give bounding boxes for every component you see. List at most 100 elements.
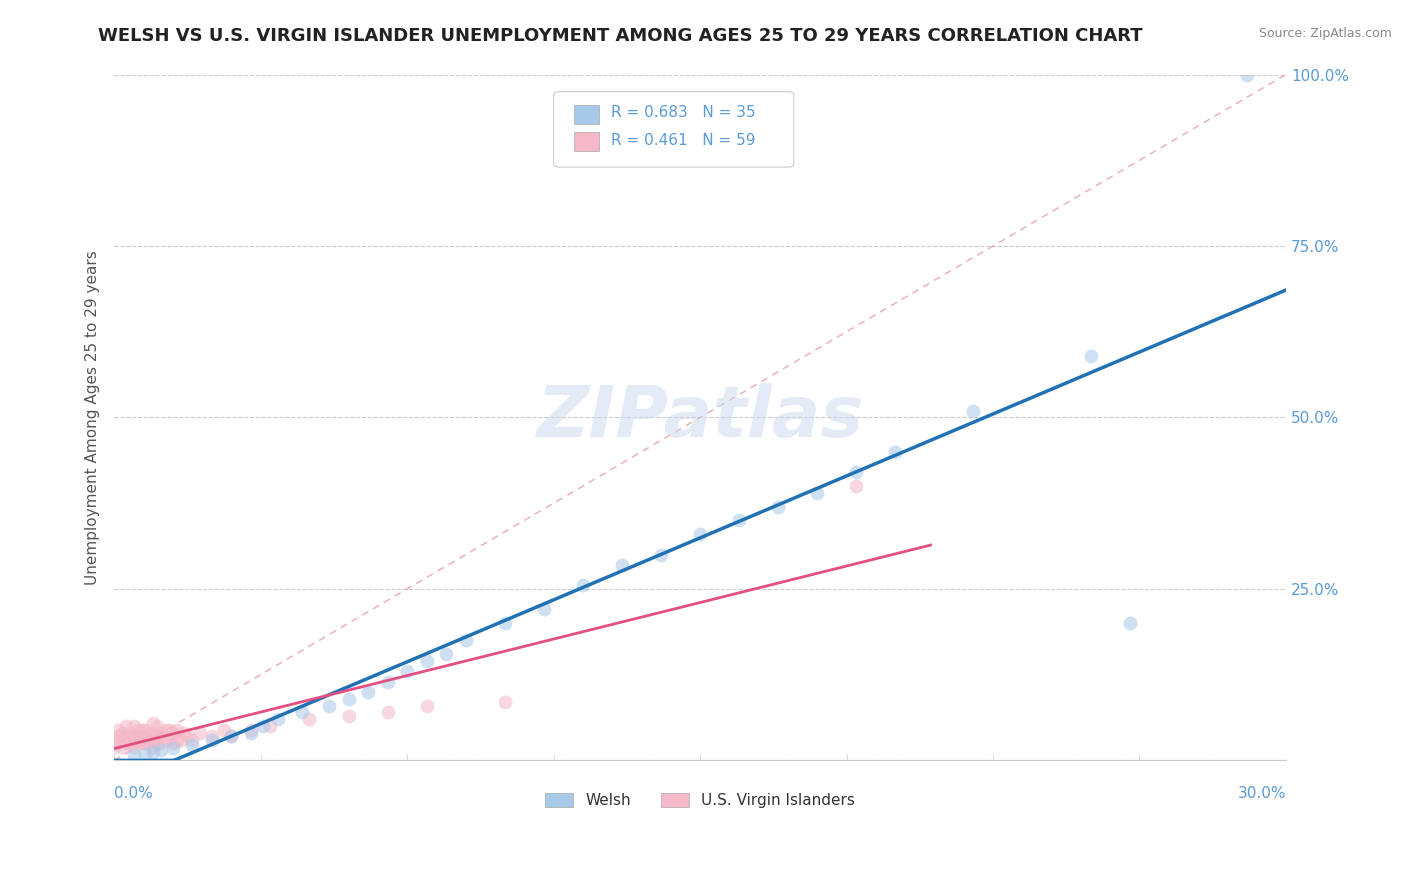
- Point: [142, 745, 165, 759]
- Point: [396, 664, 419, 678]
- Point: [173, 726, 195, 740]
- Point: [157, 723, 180, 737]
- Point: [138, 736, 160, 750]
- Point: [298, 712, 321, 726]
- Point: [181, 732, 204, 747]
- Point: [845, 479, 868, 493]
- Point: [115, 736, 138, 750]
- Point: [181, 739, 204, 753]
- Point: [1236, 68, 1258, 82]
- Point: [337, 708, 360, 723]
- Text: R = 0.683   N = 35: R = 0.683 N = 35: [612, 105, 755, 120]
- Point: [494, 616, 516, 631]
- Point: [494, 695, 516, 709]
- Point: [142, 732, 165, 747]
- Point: [115, 719, 138, 733]
- Point: [127, 730, 149, 744]
- Text: 0.0%: 0.0%: [114, 786, 153, 801]
- Point: [103, 739, 125, 754]
- Point: [806, 486, 828, 500]
- Point: [122, 730, 145, 744]
- Point: [157, 732, 180, 747]
- Point: [162, 736, 184, 750]
- Point: [131, 730, 153, 744]
- Point: [122, 747, 145, 762]
- Point: [239, 723, 262, 737]
- Point: [572, 578, 595, 592]
- Point: [1119, 616, 1142, 631]
- Point: [1080, 349, 1102, 363]
- Point: [142, 715, 165, 730]
- Point: [107, 736, 129, 750]
- Point: [650, 548, 672, 562]
- Point: [221, 730, 243, 744]
- Point: [766, 500, 789, 514]
- Point: [162, 741, 184, 756]
- Point: [162, 726, 184, 740]
- Point: [142, 726, 165, 740]
- Point: [291, 706, 314, 720]
- Point: [150, 736, 173, 750]
- Point: [103, 732, 125, 747]
- Point: [146, 736, 169, 750]
- Text: Source: ZipAtlas.com: Source: ZipAtlas.com: [1258, 27, 1392, 40]
- Text: ZIPatlas: ZIPatlas: [536, 383, 863, 452]
- Point: [146, 719, 169, 733]
- Point: [107, 723, 129, 737]
- Point: [239, 726, 262, 740]
- Point: [138, 726, 160, 740]
- Point: [118, 736, 141, 750]
- Point: [166, 723, 188, 737]
- Point: [134, 730, 156, 744]
- Point: [267, 712, 290, 726]
- Point: [188, 726, 211, 740]
- Point: [610, 558, 633, 572]
- Point: [212, 723, 235, 737]
- Point: [962, 403, 984, 417]
- Point: [377, 706, 399, 720]
- Point: [127, 723, 149, 737]
- FancyBboxPatch shape: [554, 92, 794, 167]
- Point: [111, 726, 134, 740]
- Point: [177, 730, 200, 744]
- Point: [134, 747, 156, 761]
- Point: [845, 466, 868, 480]
- Point: [318, 698, 340, 713]
- Point: [434, 647, 457, 661]
- Point: [150, 743, 173, 757]
- Point: [153, 732, 176, 747]
- Point: [259, 719, 281, 733]
- Point: [134, 736, 156, 750]
- Text: WELSH VS U.S. VIRGIN ISLANDER UNEMPLOYMENT AMONG AGES 25 TO 29 YEARS CORRELATION: WELSH VS U.S. VIRGIN ISLANDER UNEMPLOYME…: [98, 27, 1143, 45]
- Point: [127, 736, 149, 750]
- Point: [201, 732, 224, 747]
- Point: [107, 730, 129, 744]
- Text: R = 0.461   N = 59: R = 0.461 N = 59: [612, 133, 755, 148]
- Point: [122, 719, 145, 733]
- Legend: Welsh, U.S. Virgin Islanders: Welsh, U.S. Virgin Islanders: [540, 787, 860, 814]
- Point: [221, 730, 243, 744]
- Point: [150, 726, 173, 740]
- Point: [131, 723, 153, 737]
- Point: [454, 633, 477, 648]
- Point: [142, 739, 165, 754]
- Point: [533, 602, 555, 616]
- Point: [252, 719, 274, 733]
- Point: [134, 723, 156, 737]
- Point: [689, 527, 711, 541]
- Point: [337, 691, 360, 706]
- Point: [377, 674, 399, 689]
- Point: [415, 698, 437, 713]
- Point: [153, 723, 176, 737]
- Point: [884, 444, 907, 458]
- Point: [111, 739, 134, 754]
- Point: [118, 726, 141, 740]
- Point: [146, 730, 169, 744]
- Point: [357, 685, 380, 699]
- Bar: [574, 132, 599, 152]
- Y-axis label: Unemployment Among Ages 25 to 29 years: Unemployment Among Ages 25 to 29 years: [86, 250, 100, 585]
- Point: [728, 513, 751, 527]
- Point: [201, 730, 224, 744]
- Bar: [574, 104, 599, 124]
- Point: [131, 736, 153, 750]
